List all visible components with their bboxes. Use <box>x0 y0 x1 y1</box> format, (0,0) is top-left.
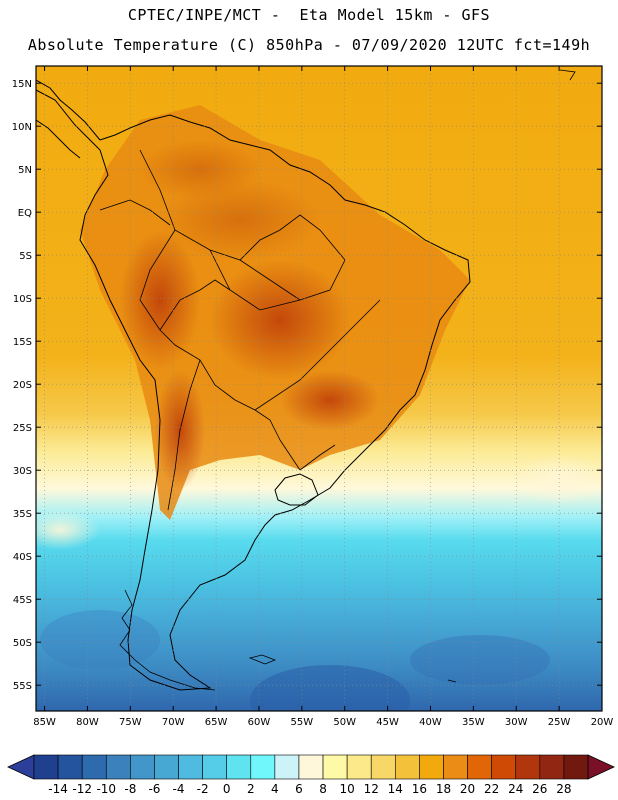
colorbar-swatch <box>81 754 107 780</box>
lon-tick-label: 50W <box>333 717 356 728</box>
colorbar-swatch <box>105 754 131 780</box>
lon-tick-label: 75W <box>119 717 142 728</box>
colorbar-label: 12 <box>364 782 379 796</box>
lon-tick-label: 65W <box>205 717 228 728</box>
colorbar-label: 2 <box>247 782 255 796</box>
colorbar-label: -14 <box>48 782 68 796</box>
colorbar-label: 16 <box>412 782 427 796</box>
colorbar-label: -8 <box>124 782 136 796</box>
lon-tick-label: 20W <box>591 717 614 728</box>
hot-core-southeast <box>280 370 380 430</box>
lon-tick-label: 25W <box>548 717 571 728</box>
colorbar-swatch <box>346 754 372 780</box>
colorbar-swatch <box>443 754 468 780</box>
lat-tick-label: 50S <box>13 638 32 649</box>
map-frame <box>35 65 603 712</box>
lon-tick-label: 80W <box>76 717 99 728</box>
colorbar-label: 26 <box>532 782 547 796</box>
colorbar-label: 4 <box>271 782 279 796</box>
lat-tick-label: 30S <box>13 466 32 477</box>
central-america-coastline <box>36 79 101 159</box>
cold-core-southeast <box>410 635 550 685</box>
lat-tick-label: 15N <box>12 79 32 90</box>
lat-tick-label: 20S <box>13 380 32 391</box>
colorbar-label: 10 <box>339 782 354 796</box>
colorbar-label: 24 <box>508 782 523 796</box>
lon-tick-label: 85W <box>33 717 56 728</box>
colorbar-swatch <box>33 754 59 780</box>
south-america-coastline <box>36 89 471 691</box>
temperature-field <box>36 66 602 711</box>
colorbar-label: 18 <box>436 782 451 796</box>
lon-tick-label: 55W <box>291 717 314 728</box>
chart-title-line1: CPTEC/INPE/MCT - Eta Model 15km - GFS <box>127 6 491 24</box>
pale-region-east <box>515 455 602 505</box>
colorbar-swatch <box>419 754 444 780</box>
colorbar-swatch <box>467 754 492 780</box>
hot-core-amazon <box>160 180 320 260</box>
colorbar-swatch <box>57 754 83 780</box>
colorbar-swatch <box>322 754 348 780</box>
country-borders <box>99 149 381 511</box>
colorbar-swatch <box>298 754 324 780</box>
hot-core-andes <box>120 230 200 370</box>
lat-tick-label: 10S <box>13 294 32 305</box>
colorbar-label: 6 <box>295 782 303 796</box>
lon-tick-label: 70W <box>162 717 185 728</box>
lat-tick-label: 25S <box>13 423 32 434</box>
colorbar-label: -12 <box>72 782 92 796</box>
colorbar-label: -4 <box>173 782 185 796</box>
longitude-axis: 85W 80W 75W 70W 65W 60W 55W 50W 45W 40W 35W 30W 25W 2… <box>33 66 613 728</box>
colorbar-swatch <box>491 754 517 780</box>
colorbar-under-triangle <box>7 754 35 780</box>
colorbar-label: 28 <box>556 782 571 796</box>
lat-tick-label: 5N <box>18 165 32 176</box>
colorbar-swatch <box>226 754 252 780</box>
colorbar-swatch <box>563 754 589 780</box>
lon-tick-label: 45W <box>376 717 399 728</box>
lon-tick-label: 30W <box>505 717 528 728</box>
lon-tick-label: 40W <box>419 717 442 728</box>
uruguay-argentina-coast <box>274 473 319 506</box>
colorbar-swatch <box>395 754 420 780</box>
colorbar-label: 0 <box>223 782 231 796</box>
lon-tick-label: 60W <box>248 717 271 728</box>
colorbar-label: -10 <box>96 782 116 796</box>
cold-core-south <box>250 665 410 711</box>
colorbar-swatch <box>539 754 565 780</box>
colorbar-label: 22 <box>484 782 499 796</box>
colorbar-swatch <box>370 754 396 780</box>
colorbar: -14 -12 -10 -8 -6 -4 -2 0 2 4 6 8 10 12 14 16 18 20 22 24 26… <box>7 754 615 796</box>
colorbar-over-triangle <box>587 754 615 780</box>
lat-tick-label: 40S <box>13 552 32 563</box>
hot-core-central-brazil <box>210 260 350 380</box>
lat-tick-label: 15S <box>13 337 32 348</box>
colorbar-label: -2 <box>197 782 209 796</box>
colorbar-swatch <box>250 754 276 780</box>
lat-tick-label: 55S <box>13 681 32 692</box>
lat-tick-label: 5S <box>19 251 32 262</box>
latitude-axis: 15N 10N 5N EQ 5S 10S 15S 20S 25S 30S 35S 40S 45S 50S 5… <box>12 79 602 692</box>
colorbar-swatch <box>202 754 227 780</box>
cold-core-southwest <box>40 610 160 670</box>
lat-tick-label: 45S <box>13 595 32 606</box>
colorbar-swatch <box>515 754 541 780</box>
lat-tick-label: EQ <box>18 208 32 219</box>
colorbar-label: 20 <box>460 782 475 796</box>
pale-region-west <box>36 510 100 550</box>
colorbar-label: -6 <box>148 782 160 796</box>
colorbar-label: 14 <box>388 782 403 796</box>
colorbar-label: 8 <box>319 782 327 796</box>
colorbar-swatch <box>130 754 155 780</box>
colorbar-swatch <box>178 754 203 780</box>
lon-tick-label: 35W <box>462 717 485 728</box>
lat-tick-label: 10N <box>12 122 32 133</box>
chart-title-line2: Absolute Temperature (C) 850hPa - 07/09/… <box>27 36 591 54</box>
patagonia-islands <box>119 69 576 691</box>
lat-tick-label: 35S <box>13 509 32 520</box>
colorbar-swatch <box>154 754 179 780</box>
colorbar-swatch <box>274 754 300 780</box>
